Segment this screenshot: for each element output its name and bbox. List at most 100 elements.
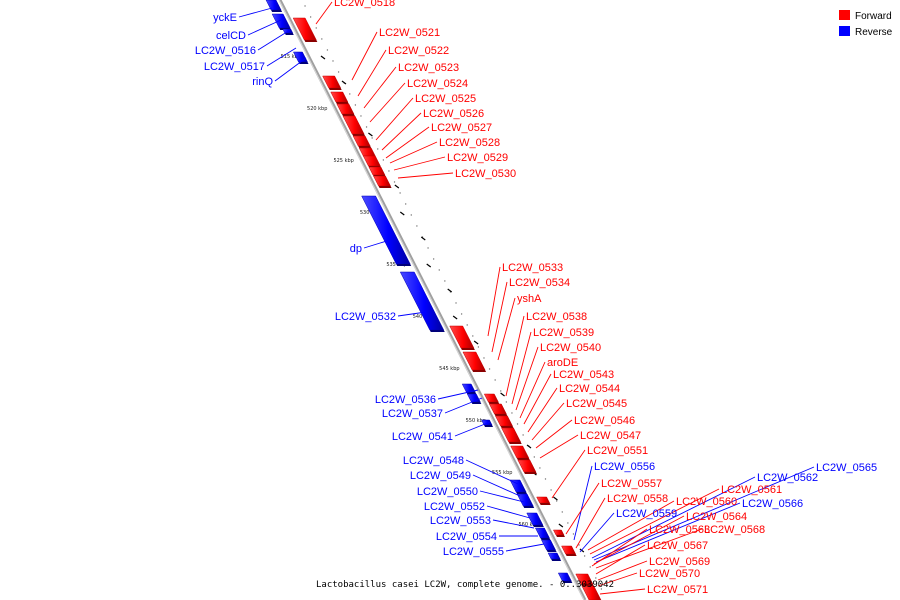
- forward-gene-box[interactable]: [488, 403, 507, 415]
- reverse-gene-box[interactable]: [481, 419, 493, 426]
- gene-label-lc2w-0517[interactable]: LC2W_0517: [204, 61, 265, 73]
- gene-box-shadow: [429, 330, 445, 332]
- gene-label-lc2w-0529[interactable]: LC2W_0529: [447, 152, 508, 164]
- gene-label-lc2w-0566[interactable]: LC2W_0566: [742, 498, 803, 510]
- leader-line-lc2w-0540: [515, 346, 539, 411]
- scale-dot: [561, 511, 563, 513]
- reverse-gene-box[interactable]: [466, 393, 481, 403]
- gene-label-lc2w-0558[interactable]: LC2W_0558: [607, 493, 668, 505]
- forward-gene-box[interactable]: [483, 393, 499, 403]
- gene-label-lc2w-0528[interactable]: LC2W_0528: [439, 137, 500, 149]
- gene-label-ycke[interactable]: yckE: [213, 12, 237, 24]
- reverse-gene-box[interactable]: [534, 527, 550, 539]
- leader-line-lc2w-0522: [357, 49, 387, 97]
- gene-label-lc2w-0560[interactable]: LC2W_0560: [676, 496, 737, 508]
- forward-gene-box[interactable]: [362, 155, 381, 167]
- forward-gene-box[interactable]: [449, 325, 475, 349]
- scale-dot: [388, 170, 390, 172]
- gene-label-arode[interactable]: aroDE: [547, 357, 578, 369]
- scale-dot: [466, 324, 468, 326]
- forward-gene-box[interactable]: [373, 175, 391, 187]
- gene-label-lc2w-0523[interactable]: LC2W_0523: [398, 62, 459, 74]
- gene-label-lc2w-0571[interactable]: LC2W_0571: [647, 584, 708, 596]
- gene-label-lc2w-0537[interactable]: LC2W_0537: [382, 408, 443, 420]
- gene-label-lc2w-0526[interactable]: LC2W_0526: [423, 108, 484, 120]
- forward-gene-box[interactable]: [368, 166, 386, 176]
- gene-label-lc2w-0564[interactable]: LC2W_0564: [686, 511, 747, 523]
- gene-label-lc2w-0562[interactable]: LC2W_0562: [757, 472, 818, 484]
- leader-line-lc2w-0516: [257, 29, 291, 51]
- gene-box-shadow: [472, 370, 487, 372]
- leader-line-arode: [519, 361, 546, 419]
- gene-label-lc2w-0550[interactable]: LC2W_0550: [417, 486, 478, 498]
- gene-label-lc2w-0554[interactable]: LC2W_0554: [436, 531, 497, 543]
- leader-line-lc2w-0547: [539, 434, 579, 459]
- gene-label-lc2w-0549[interactable]: LC2W_0549: [410, 470, 471, 482]
- gene-label-lc2w-0556[interactable]: LC2W_0556: [594, 461, 655, 473]
- gene-label-lc2w-0568[interactable]: LC2W_0568: [704, 524, 765, 536]
- leader-line-lc2w-0523: [363, 66, 397, 109]
- gene-label-lc2w-0543[interactable]: LC2W_0543: [553, 369, 614, 381]
- gene-label-lc2w-0524[interactable]: LC2W_0524: [407, 78, 468, 90]
- reverse-gene-box[interactable]: [547, 552, 561, 560]
- gene-label-lc2w-0516[interactable]: LC2W_0516: [195, 45, 256, 57]
- forward-gene-box[interactable]: [581, 585, 602, 600]
- gene-label-ysha[interactable]: yshA: [517, 293, 542, 305]
- scale-dot: [578, 544, 580, 546]
- tick-mark: [320, 55, 326, 60]
- gene-label-lc2w-0518[interactable]: LC2W_0518: [334, 0, 395, 9]
- gene-label-lc2w-0521[interactable]: LC2W_0521: [379, 27, 440, 39]
- gene-label-lc2w-0534[interactable]: LC2W_0534: [509, 277, 570, 289]
- gene-label-lc2w-0525[interactable]: LC2W_0525: [415, 93, 476, 105]
- gene-label-lc2w-0540[interactable]: LC2W_0540: [540, 342, 601, 354]
- gene-label-lc2w-0555[interactable]: LC2W_0555: [443, 546, 504, 558]
- reverse-gene-box[interactable]: [265, 0, 282, 11]
- gene-label-lc2w-0559[interactable]: LC2W_0559: [616, 508, 677, 520]
- gene-label-lc2w-0570[interactable]: LC2W_0570: [639, 568, 700, 580]
- gene-label-lc2w-0541[interactable]: LC2W_0541: [392, 431, 453, 443]
- forward-gene-box[interactable]: [336, 103, 355, 115]
- tick-mark: [526, 444, 532, 449]
- gene-label-lc2w-0551[interactable]: LC2W_0551: [587, 445, 648, 457]
- tick-mark: [500, 392, 505, 397]
- gene-label-lc2w-0522[interactable]: LC2W_0522: [388, 45, 449, 57]
- reverse-gene-box[interactable]: [541, 539, 556, 551]
- legend-label-forward: Forward: [855, 11, 892, 22]
- forward-gene-box[interactable]: [358, 147, 376, 157]
- gene-label-lc2w-0532[interactable]: LC2W_0532: [335, 311, 396, 323]
- gene-label-lc2w-0565[interactable]: LC2W_0565: [816, 462, 877, 474]
- gene-label-lc2w-0533[interactable]: LC2W_0533: [502, 262, 563, 274]
- gene-label-celcd[interactable]: celCD: [216, 30, 246, 42]
- gene-label-lc2w-0536[interactable]: LC2W_0536: [375, 394, 436, 406]
- leader-line-lc2w-0555: [505, 543, 545, 552]
- gene-label-lc2w-0561[interactable]: LC2W_0561: [721, 484, 782, 496]
- gene-label-lc2w-0553[interactable]: LC2W_0553: [430, 515, 491, 527]
- forward-gene-box[interactable]: [536, 496, 551, 504]
- forward-gene-box[interactable]: [292, 17, 317, 41]
- gene-label-lc2w-0544[interactable]: LC2W_0544: [559, 383, 620, 395]
- gene-label-lc2w-0563[interactable]: LC2W_0563: [649, 524, 710, 536]
- gene-label-lc2w-0530[interactable]: LC2W_0530: [455, 168, 516, 180]
- gene-label-lc2w-0567[interactable]: LC2W_0567: [647, 540, 708, 552]
- scale-dot: [555, 500, 558, 502]
- forward-gene-box[interactable]: [553, 529, 565, 536]
- gene-label-dp[interactable]: dp: [350, 243, 362, 255]
- scale-dot: [326, 49, 329, 51]
- gene-label-lc2w-0539[interactable]: LC2W_0539: [533, 327, 594, 339]
- tick-mark: [426, 263, 432, 268]
- gene-label-lc2w-0527[interactable]: LC2W_0527: [431, 122, 492, 134]
- forward-gene-box[interactable]: [495, 415, 513, 427]
- gene-label-lc2w-0538[interactable]: LC2W_0538: [526, 311, 587, 323]
- gene-label-lc2w-0547[interactable]: LC2W_0547: [580, 430, 641, 442]
- forward-gene-box[interactable]: [561, 545, 577, 555]
- forward-gene-box[interactable]: [330, 91, 349, 103]
- gene-label-lc2w-0552[interactable]: LC2W_0552: [424, 501, 485, 513]
- tick-mark: [341, 80, 347, 85]
- gene-label-lc2w-0557[interactable]: LC2W_0557: [601, 478, 662, 490]
- forward-gene-box[interactable]: [352, 135, 371, 147]
- gene-label-lc2w-0569[interactable]: LC2W_0569: [649, 556, 710, 568]
- gene-label-lc2w-0548[interactable]: LC2W_0548: [403, 455, 464, 467]
- gene-label-lc2w-0545[interactable]: LC2W_0545: [566, 398, 627, 410]
- gene-label-lc2w-0546[interactable]: LC2W_0546: [574, 415, 635, 427]
- gene-label-rinq[interactable]: rinQ: [252, 76, 273, 88]
